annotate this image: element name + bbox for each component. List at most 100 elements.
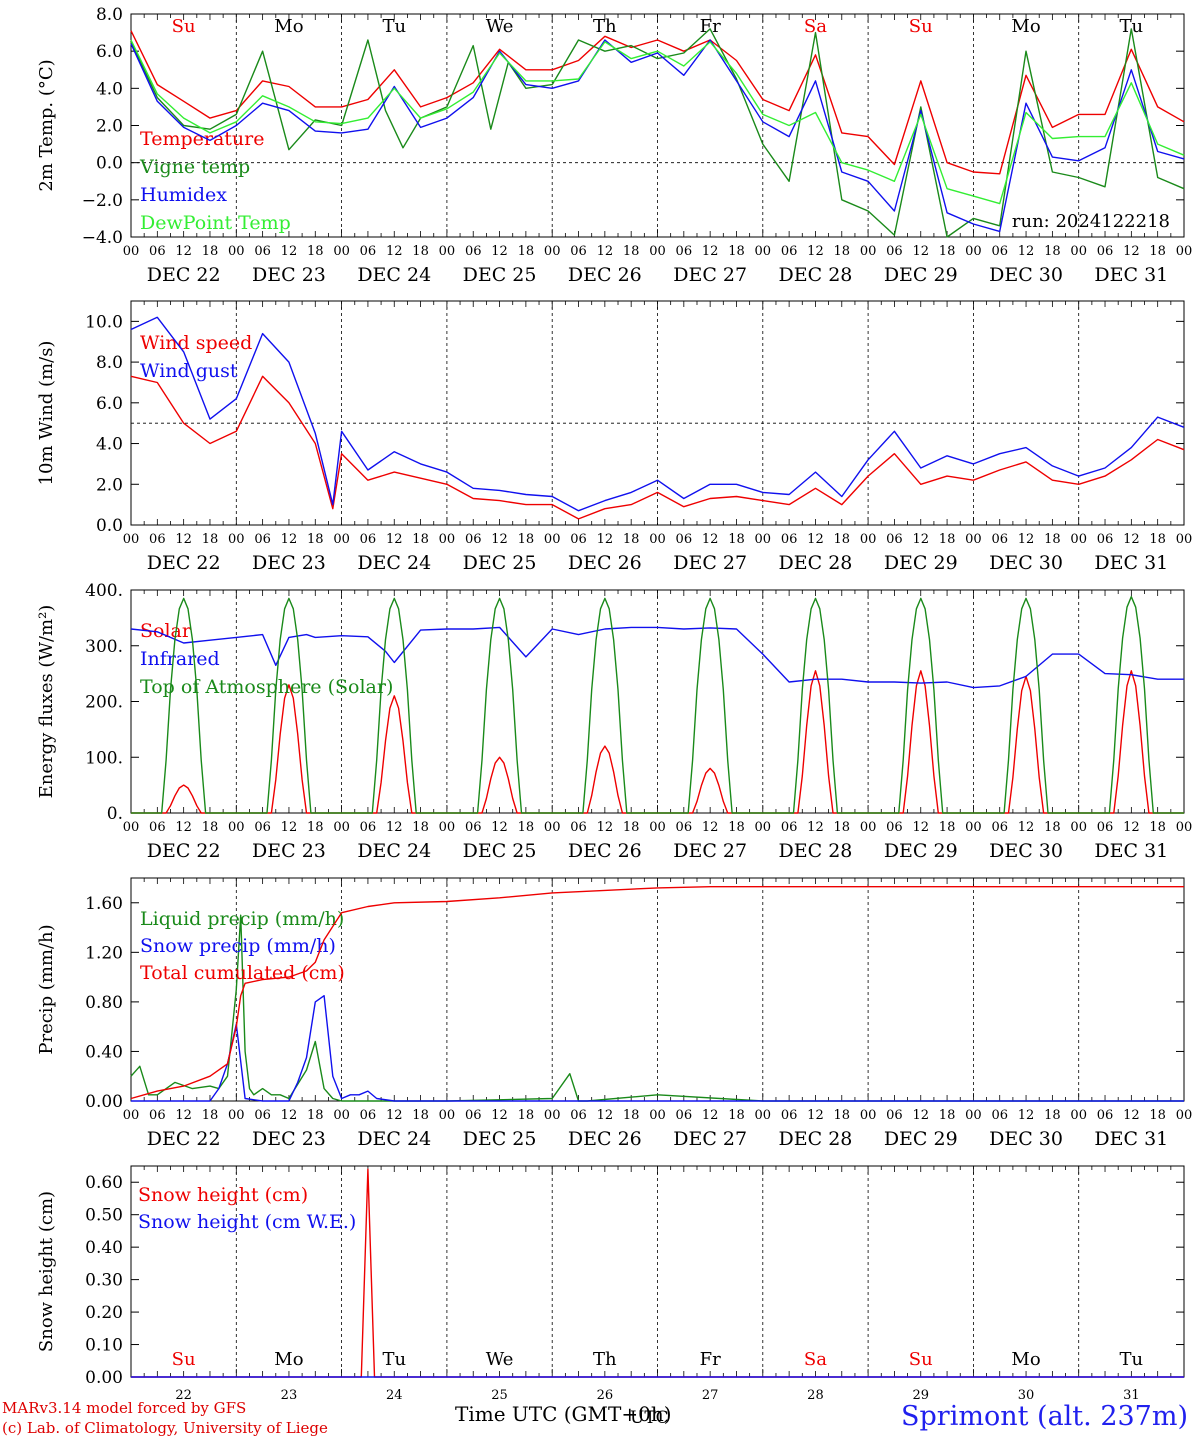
hour-tick-label: 18 — [412, 532, 429, 547]
hour-tick-label: 06 — [360, 244, 377, 259]
hour-tick-label: 18 — [307, 820, 324, 835]
run-label: run: 2024122218 — [1012, 211, 1170, 232]
hour-tick-label: 12 — [597, 1108, 614, 1123]
y-tick-label: 0.40 — [85, 1042, 123, 1062]
hour-tick-label: 18 — [623, 1108, 640, 1123]
hour-tick-label: 18 — [939, 244, 956, 259]
hour-tick-label: 18 — [307, 1108, 324, 1123]
weekday-label: Fr — [700, 1349, 721, 1370]
hour-tick-label: 06 — [570, 532, 587, 547]
hour-tick-label: 18 — [202, 532, 219, 547]
station-label-text: Sprimont (alt. 237m) — [901, 1401, 1188, 1432]
y-tick-label: 8.0 — [96, 5, 123, 25]
hour-tick-label: 12 — [175, 820, 192, 835]
hour-tick-label: 12 — [702, 244, 719, 259]
weekday-label: Tu — [1120, 1349, 1144, 1370]
y-tick-label: 0.0 — [96, 154, 123, 174]
hour-tick-label: 06 — [1097, 244, 1114, 259]
hour-tick-label: 06 — [676, 1108, 693, 1123]
day-number-label: 28 — [807, 1388, 824, 1403]
y-tick-label: 0.00 — [85, 1368, 123, 1388]
series-line-green — [131, 596, 1184, 814]
hour-tick-label: 00 — [1176, 532, 1193, 547]
hour-tick-label: 18 — [202, 820, 219, 835]
hour-tick-label: 00 — [755, 820, 772, 835]
y-axis-label: Snow height (cm) — [36, 1191, 57, 1352]
plot-frame — [130, 300, 1185, 526]
hour-tick-label: 12 — [281, 1108, 298, 1123]
hour-tick-label: 12 — [807, 244, 824, 259]
hour-tick-label: 18 — [1149, 244, 1166, 259]
hour-tick-label: 00 — [755, 532, 772, 547]
hour-tick-label: 00 — [1070, 244, 1087, 259]
hour-tick-label: 00 — [860, 1108, 877, 1123]
hour-tick-label: 00 — [1070, 1108, 1087, 1123]
hour-tick-label: 06 — [360, 1108, 377, 1123]
hour-tick-label: 18 — [939, 820, 956, 835]
series-line-green — [130, 28, 1185, 238]
date-label: DEC 25 — [463, 552, 537, 574]
hour-tick-label: 00 — [965, 820, 982, 835]
y-tick-label: 400. — [85, 581, 123, 601]
y-tick-label: 100. — [85, 748, 123, 768]
hour-tick-label: 12 — [912, 532, 929, 547]
plot-frame — [130, 13, 1185, 238]
series-line-red — [130, 886, 1184, 1100]
hour-tick-label: 00 — [649, 820, 666, 835]
hour-tick-label: 00 — [860, 532, 877, 547]
hour-tick-label: 00 — [228, 244, 245, 259]
hour-tick-label: 00 — [123, 1108, 140, 1123]
hour-tick-label: 12 — [912, 820, 929, 835]
hour-tick-label: 06 — [781, 1108, 798, 1123]
legend-entry: Top of Atmosphere (Solar) — [140, 676, 393, 698]
hour-tick-label: 12 — [1123, 1108, 1140, 1123]
model-credit-line1: MARv3.14 model forced by GFS — [2, 1399, 247, 1417]
hour-tick-label: 00 — [544, 1108, 561, 1123]
hour-tick-label: 06 — [254, 1108, 271, 1123]
hour-tick-label: 06 — [991, 244, 1008, 259]
y-tick-label: 2.0 — [96, 117, 123, 137]
date-label: DEC 23 — [252, 264, 326, 286]
hour-tick-label: 18 — [518, 532, 535, 547]
hour-tick-label: 12 — [386, 1108, 403, 1123]
hour-tick-label: 18 — [728, 820, 745, 835]
hour-tick-label: 06 — [676, 244, 693, 259]
weekday-label: Th — [593, 16, 617, 37]
hour-tick-label: 00 — [755, 244, 772, 259]
hour-tick-label: 06 — [1097, 1108, 1114, 1123]
hour-tick-label: 00 — [439, 820, 456, 835]
hour-tick-label: 12 — [281, 244, 298, 259]
hour-tick-label: 06 — [991, 532, 1008, 547]
hour-tick-label: 12 — [1123, 244, 1140, 259]
hour-tick-label: 12 — [807, 1108, 824, 1123]
hour-tick-label: 00 — [965, 244, 982, 259]
y-tick-label: 0.80 — [85, 993, 123, 1013]
hour-tick-label: 12 — [386, 820, 403, 835]
y-tick-label: 300. — [85, 637, 123, 657]
date-label: DEC 29 — [884, 552, 958, 574]
weekday-label: Su — [172, 16, 196, 37]
date-label: DEC 28 — [779, 552, 853, 574]
weekday-label: Mo — [1011, 1349, 1040, 1370]
y-tick-label: 6.0 — [96, 394, 123, 414]
hour-tick-label: 12 — [1123, 532, 1140, 547]
date-label: DEC 31 — [1094, 552, 1168, 574]
date-label: DEC 27 — [673, 840, 747, 862]
hour-tick-label: 12 — [702, 820, 719, 835]
y-tick-label: 1.60 — [85, 894, 123, 914]
hour-tick-label: 00 — [228, 820, 245, 835]
hour-tick-label: 12 — [702, 1108, 719, 1123]
hour-tick-label: 00 — [544, 532, 561, 547]
model-credit: MARv3.14 model forced by GFS (c) Lab. of… — [2, 1398, 328, 1438]
date-label: DEC 30 — [989, 840, 1063, 862]
hour-tick-label: 12 — [386, 244, 403, 259]
hour-tick-label: 06 — [254, 244, 271, 259]
date-label: DEC 22 — [147, 840, 221, 862]
hour-tick-label: 06 — [676, 820, 693, 835]
date-label: DEC 26 — [568, 1128, 642, 1150]
y-tick-label: −4.0 — [82, 228, 123, 248]
time-axis-overlay: UTC — [630, 1408, 669, 1428]
date-label: DEC 25 — [463, 264, 537, 286]
date-label: DEC 29 — [884, 840, 958, 862]
hour-tick-label: 18 — [834, 820, 851, 835]
